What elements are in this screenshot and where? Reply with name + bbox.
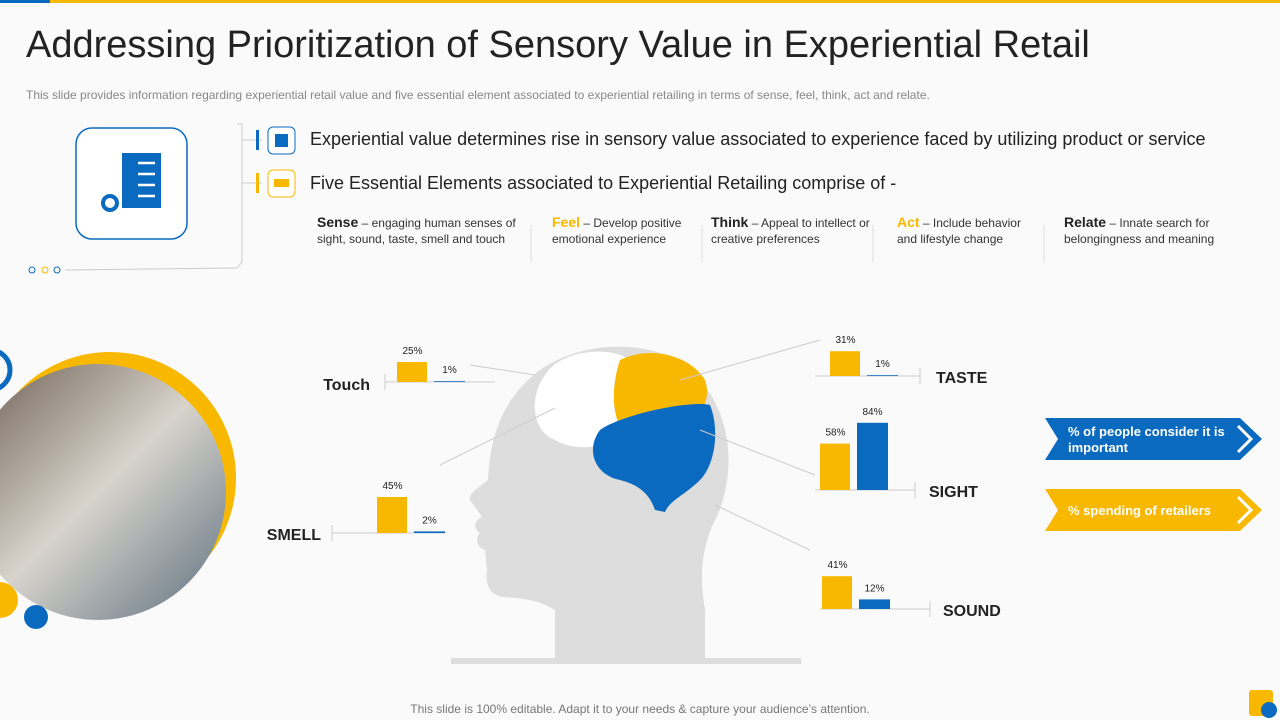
- bullet-marker: [256, 130, 259, 150]
- value-label: 45%: [382, 481, 402, 492]
- checklist-lines: [138, 161, 155, 198]
- element-text: – Innate search for belongingness and me…: [1064, 216, 1215, 246]
- element-name: Act: [897, 214, 920, 230]
- legend-box: % of people consider it is important: [1068, 424, 1225, 455]
- element-text: – engaging human senses of sight, sound,…: [317, 216, 516, 246]
- bar: [822, 576, 852, 609]
- value-label: 84%: [862, 407, 882, 418]
- bar: [857, 422, 888, 490]
- checklist-icon: [122, 153, 161, 208]
- element-dividers: [530, 225, 1045, 262]
- element-text: – Develop positive emotional experience: [552, 216, 682, 246]
- legend-arrow-tip: [1236, 424, 1254, 454]
- value-label: 58%: [825, 428, 845, 439]
- element: Relate – Innate search for belongingness…: [1064, 214, 1224, 247]
- element-name: Relate: [1064, 214, 1107, 230]
- top-bar-accent: [0, 0, 50, 3]
- chart-title: TASTE: [936, 370, 988, 387]
- bullet-icon-glyph: [275, 134, 288, 147]
- bar: [867, 375, 898, 376]
- bar: [377, 497, 407, 533]
- top-bar: [0, 0, 1280, 3]
- bullet: Experiential value determines rise in se…: [310, 129, 1206, 149]
- bar: [434, 381, 465, 382]
- dot: [28, 266, 36, 274]
- bar: [820, 443, 850, 490]
- chart-title: Touch: [323, 377, 370, 394]
- chart-title: SMELL: [267, 527, 321, 544]
- legend-arrow-tip: [1236, 495, 1254, 525]
- title: Addressing Prioritization of Sensory Val…: [26, 24, 1090, 66]
- element-text: – Include behavior and lifestyle change: [897, 216, 1021, 246]
- bullet-marker: [256, 173, 259, 193]
- dot: [53, 266, 61, 274]
- legend-label: % of people consider it is important: [1068, 424, 1225, 455]
- bar: [397, 362, 427, 382]
- bullet: Five Essential Elements associated to Ex…: [310, 173, 897, 193]
- element: Think – Appeal to intellect or creative …: [711, 214, 871, 247]
- bar: [414, 531, 445, 533]
- brain-blue: [592, 404, 716, 512]
- value-label: 41%: [827, 560, 847, 571]
- value-label: 12%: [864, 583, 884, 594]
- element-name: Feel: [552, 214, 581, 230]
- value-label: 1%: [442, 365, 457, 376]
- dot: [41, 266, 49, 274]
- value-label: 1%: [875, 359, 890, 370]
- footer: This slide is 100% editable. Adapt it to…: [410, 702, 870, 716]
- photo: [0, 364, 226, 620]
- bullet-icon-glyph: [274, 179, 289, 187]
- value-label: 25%: [402, 346, 422, 357]
- chart-title: SIGHT: [929, 484, 978, 501]
- element: Sense – engaging human senses of sight, …: [317, 214, 522, 247]
- circle-decor: [24, 605, 48, 629]
- bar: [859, 599, 890, 609]
- circle-decor: [0, 582, 18, 618]
- element-name: Sense: [317, 214, 359, 230]
- element-name: Think: [711, 214, 749, 230]
- legend-label: % spending of retailers: [1068, 503, 1212, 518]
- legend-arrow: [1045, 418, 1262, 460]
- chart-title: SOUND: [943, 603, 1001, 620]
- value-label: 31%: [835, 335, 855, 346]
- ring-decor: [0, 349, 13, 391]
- brain-white: [534, 351, 635, 448]
- legend-arrow: [1045, 489, 1262, 531]
- connectors: [439, 339, 821, 551]
- subtitle: This slide provides information regardin…: [26, 88, 930, 102]
- element: Act – Include behavior and lifestyle cha…: [897, 214, 1037, 247]
- legend-box: % spending of retailers: [1068, 503, 1212, 518]
- element: Feel – Develop positive emotional experi…: [552, 214, 692, 247]
- element-text: – Appeal to intellect or creative prefer…: [711, 216, 870, 246]
- bar: [830, 351, 860, 376]
- gear-icon: [101, 194, 119, 212]
- corner-icon: [1261, 702, 1277, 718]
- value-label: 2%: [422, 515, 437, 526]
- head-base: [451, 658, 801, 664]
